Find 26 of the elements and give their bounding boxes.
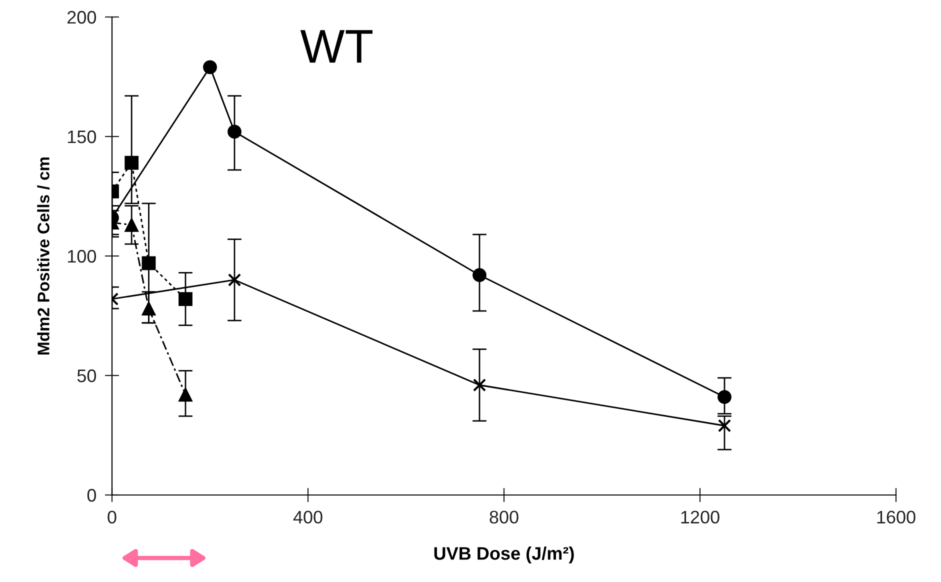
y-tick-label: 100 [68,250,96,263]
point [142,256,156,270]
y-axis-title: Mdm2 Positive Cells / cm [37,157,50,354]
x-tick-label: 400 [293,510,322,524]
x-tick-label: 800 [490,510,518,524]
point [228,273,242,286]
point [178,292,192,306]
point [472,378,486,392]
y-tick-label: 150 [68,130,96,144]
point [472,268,486,282]
y-tick-label: 200 [68,10,96,24]
y-tick-label: 50 [77,369,96,382]
point [718,390,732,404]
point [178,388,192,402]
y-tick-label: 0 [87,488,96,502]
x-axis-title: UVB Dose (J/m²) [434,546,574,564]
point [124,156,139,170]
x-tick-label: 0 [108,510,116,524]
point [142,302,156,316]
x-tick-label: 1200 [681,510,720,524]
point [124,218,139,232]
point [718,419,732,432]
x-tick-label: 1600 [877,510,916,524]
chart-title: WT [300,30,372,63]
point [203,60,217,74]
point [228,124,242,139]
